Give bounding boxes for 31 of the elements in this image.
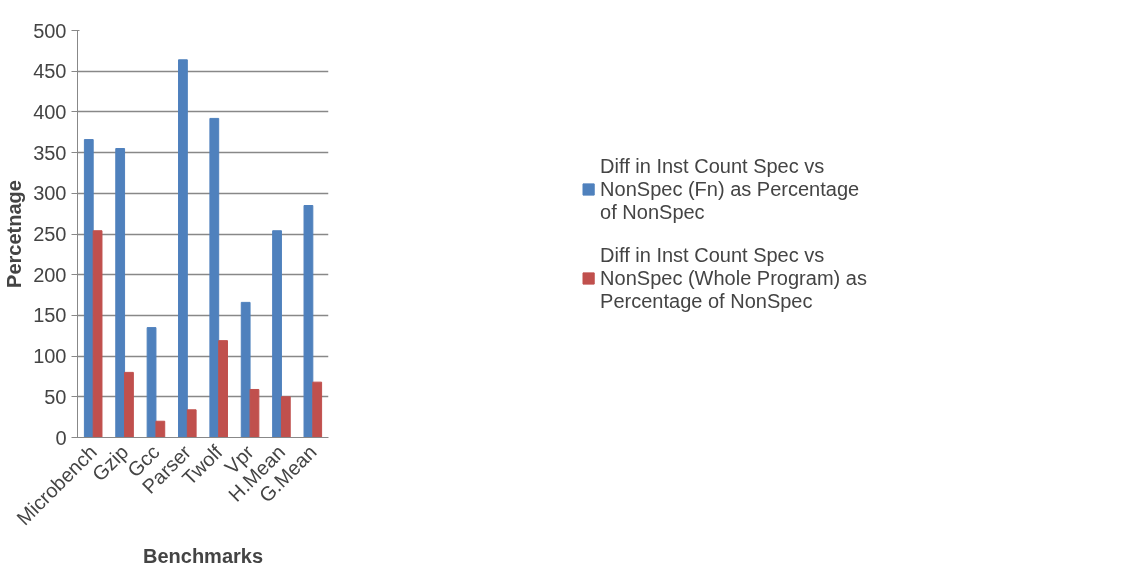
- bar: [312, 381, 323, 438]
- bar: [155, 420, 166, 438]
- y-tick-label: 250: [33, 223, 67, 245]
- bar: [92, 230, 103, 438]
- bar: [218, 340, 228, 438]
- bar: [303, 205, 314, 438]
- legend-label: Diff in Inst Count Spec vs NonSpec (Fn) as Percentage of NonSpec: [600, 154, 860, 224]
- y-axis-title: Percetnage: [3, 180, 26, 288]
- y-tick-label: 300: [33, 182, 67, 205]
- bar: [178, 59, 188, 438]
- bar: [209, 117, 220, 438]
- bar: [272, 230, 282, 438]
- x-axis-title: Benchmarks: [142, 545, 264, 568]
- legend-label: Diff in Inst Count Spec vs NonSpec (Whole Program) as Percentage of NonSpec: [600, 243, 867, 313]
- bar: [124, 371, 134, 438]
- y-tick-label: 400: [33, 100, 67, 123]
- bar: [83, 139, 94, 438]
- bar: [115, 148, 126, 438]
- bar: [146, 327, 157, 438]
- y-tick-label: 0: [55, 426, 67, 449]
- y-tick-label: 100: [33, 345, 67, 368]
- y-tick-label: 500: [33, 19, 67, 42]
- y-tick-label: 350: [33, 141, 67, 164]
- y-tick-label: 450: [33, 60, 67, 83]
- y-tick-label: 200: [33, 263, 67, 286]
- bar: [186, 409, 197, 438]
- bar: [280, 396, 291, 438]
- y-tick-label: 150: [33, 304, 67, 327]
- y-tick-label: 50: [44, 385, 67, 408]
- bar: [240, 301, 251, 438]
- bar: [249, 388, 260, 438]
